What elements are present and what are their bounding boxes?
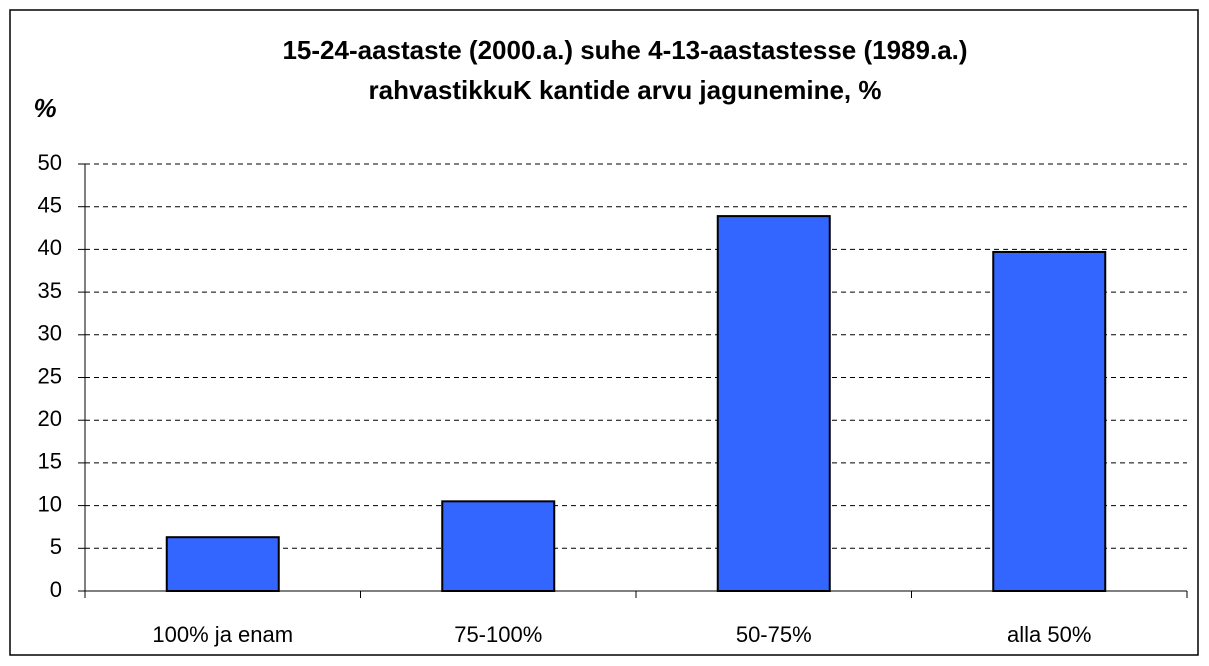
y-tick-label: 5 xyxy=(50,534,62,559)
y-tick-label: 45 xyxy=(38,193,62,218)
x-tick-label: 100% ja enam xyxy=(152,622,293,647)
y-tick-label: 10 xyxy=(38,491,62,516)
bar xyxy=(165,536,280,592)
y-tick-label: 0 xyxy=(50,577,62,602)
y-tick-label: 20 xyxy=(38,406,62,431)
y-tick-label: 35 xyxy=(38,278,62,303)
y-tick-label: 30 xyxy=(38,321,62,346)
chart-title: 15-24-aastaste (2000.a.) suhe 4-13-aasta… xyxy=(282,35,967,65)
bar xyxy=(441,500,556,592)
x-tick-label: 75-100% xyxy=(454,622,542,647)
bar xyxy=(992,250,1107,592)
y-tick-label: 50 xyxy=(38,150,62,175)
y-tick-label: 40 xyxy=(38,235,62,260)
chart-title: rahvastikkuK kantide arvu jagunemine, % xyxy=(369,75,882,105)
y-tick-label: 25 xyxy=(38,363,62,388)
bar xyxy=(716,215,831,592)
y-axis-label: % xyxy=(33,93,56,123)
x-tick-label: 50-75% xyxy=(736,622,812,647)
y-tick-label: 15 xyxy=(38,449,62,474)
x-tick-label: alla 50% xyxy=(1007,622,1091,647)
